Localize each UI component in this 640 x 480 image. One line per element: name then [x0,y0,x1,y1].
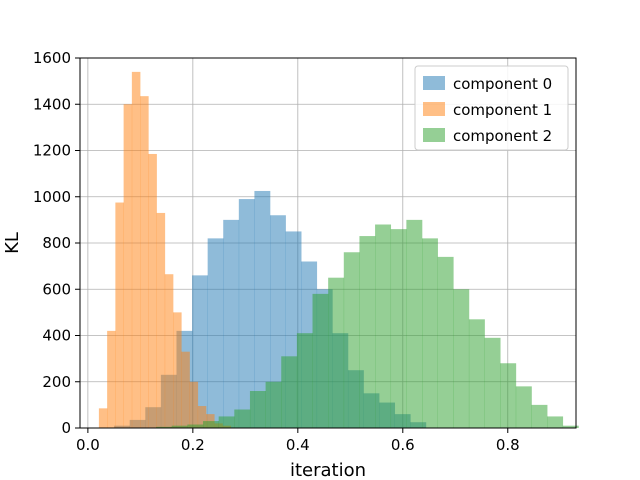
bar-series-2 [343,252,360,428]
bar-series-2 [218,416,235,428]
bar-series-2 [171,425,188,428]
y-tick-label: 0 [61,419,71,437]
bar-series-1 [140,96,149,428]
bar-series-2 [187,424,204,428]
legend-swatch [423,102,445,116]
x-tick-label: 0.4 [286,436,310,454]
bar-series-2 [328,277,345,428]
x-tick-label: 0.2 [181,436,205,454]
y-tick-label: 800 [42,234,71,252]
legend-entry: component 2 [453,127,552,145]
bar-series-1 [123,104,133,428]
bar-series-2 [156,426,173,428]
y-tick-label: 1000 [33,188,71,206]
bar-series-2 [296,333,313,428]
y-tick-label: 200 [42,373,71,391]
y-axis-label: KL [2,232,23,254]
bar-series-0 [238,199,255,428]
bar-series-1 [98,408,108,428]
bar-series-2 [515,386,532,428]
bar-series-2 [406,219,423,428]
bar-series-0 [254,190,271,428]
bar-series-2 [484,337,501,428]
bar-series-2 [531,404,548,428]
bar-series-1 [107,330,116,428]
bar-series-1 [181,351,190,428]
bar-series-0 [207,238,224,428]
x-tick-label: 0.6 [391,436,415,454]
bar-series-0 [223,219,240,428]
legend-box [414,65,569,151]
bar-series-2 [500,363,517,428]
bar-series-2 [468,319,485,428]
x-axis-label: iteration [290,460,366,480]
bar-series-2 [375,224,392,428]
bar-series-1 [189,381,199,428]
y-tick-label: 1600 [33,49,71,67]
bar-series-2 [234,409,251,428]
bar-series-1 [156,212,166,428]
bar-series-1 [131,71,141,428]
bar-series-2 [203,421,219,428]
bar-series-2 [281,356,298,428]
bar-series-2 [359,236,376,428]
y-tick-label: 1400 [33,95,71,113]
bar-series-1 [197,406,207,428]
legend-entry: component 0 [453,75,552,93]
legend-swatch [423,128,445,142]
bar-series-1 [148,153,157,428]
x-tick-label: 0.0 [76,436,100,454]
legend-entry: component 1 [453,101,552,119]
x-tick-label: 0.8 [496,436,520,454]
bar-series-2 [453,289,470,428]
axis-ticks: 0.0 0.2 0.4 0.6 0.8 0 200 400 600 800 1000 1200 1400… [33,49,520,454]
legend-swatch [423,76,445,90]
bar-series-2 [265,381,282,428]
histogram-bars [98,71,579,428]
y-tick-label: 400 [42,327,71,345]
bar-series-1 [115,202,124,428]
legend: component 0 component 1 component 2 [414,65,569,151]
y-tick-label: 1200 [33,142,71,160]
bar-series-2 [547,416,564,428]
bar-series-2 [312,293,329,428]
bar-series-2 [437,256,454,428]
bar-series-1 [164,274,174,428]
bar-series-2 [249,391,266,428]
y-tick-label: 600 [42,280,71,298]
bar-series-2 [562,425,579,428]
bar-series-2 [390,229,407,428]
bar-series-2 [422,238,438,428]
bar-series-1 [173,312,182,428]
